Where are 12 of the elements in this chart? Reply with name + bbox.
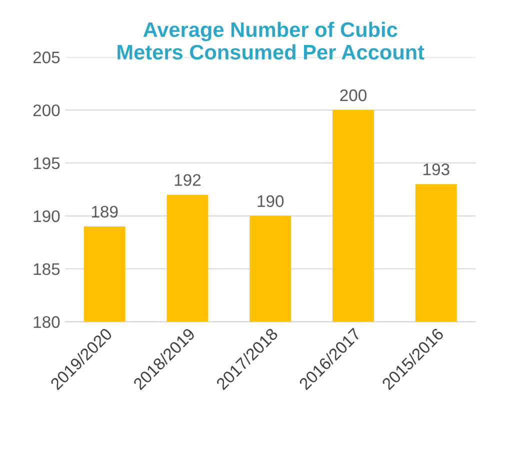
- data-label: 189: [92, 206, 118, 218]
- y-tick-label: 190: [34, 210, 60, 222]
- data-label: 193: [424, 164, 450, 176]
- data-label: 190: [258, 195, 284, 208]
- y-tick-label: 205: [33, 52, 60, 64]
- y-tick-label: 185: [34, 263, 60, 276]
- y-tick-label: 200: [33, 104, 60, 116]
- y-tick-label: 180: [34, 316, 60, 328]
- y-tick-label: 195: [34, 157, 60, 170]
- data-label: 200: [340, 89, 366, 102]
- data-label: 192: [174, 174, 201, 186]
- chart-title: Average Number of Cubic Meters Consumed Per Account: [118, 22, 424, 60]
